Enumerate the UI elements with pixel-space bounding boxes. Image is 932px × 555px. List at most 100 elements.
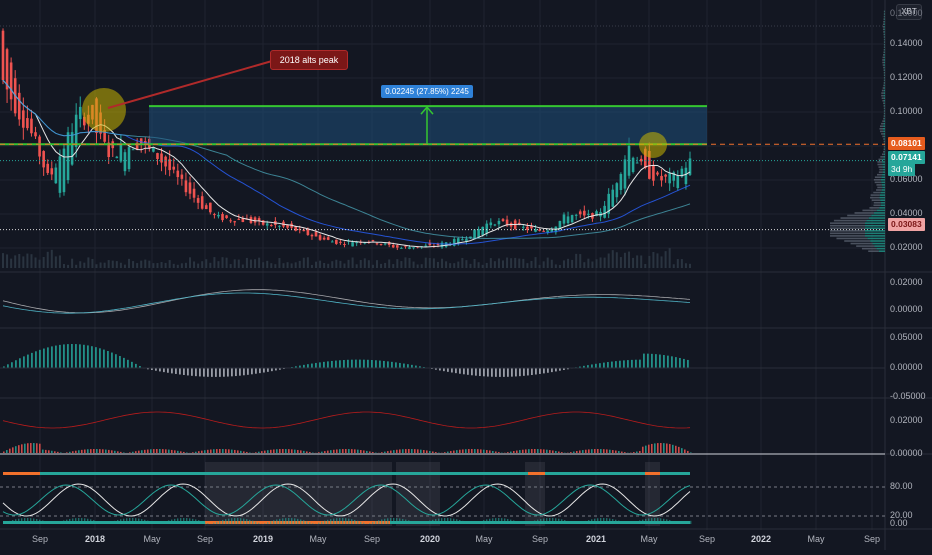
volume-bar [59, 255, 61, 268]
pane4-histogram-bar [468, 449, 470, 453]
volume-bar [506, 258, 508, 268]
pane5-histogram-bar [240, 518, 241, 524]
pane4-histogram-bar [453, 451, 455, 453]
pane3-histogram-bar [215, 368, 217, 377]
volume-bar [6, 254, 8, 268]
pane5-histogram-bar [99, 522, 100, 524]
volume-profile-bar-up [884, 100, 885, 102]
pane5-histogram-bar [402, 519, 403, 524]
volume-profile-bar-up [865, 225, 885, 227]
pane5-histogram-bar [534, 520, 535, 524]
pane5-histogram-bar [648, 518, 649, 524]
volume-bar [35, 257, 37, 268]
volume-bar [453, 263, 455, 268]
pane3-histogram-bar [207, 368, 209, 377]
price-range-measure-label[interactable]: 0.02245 (27.85%) 2245 [381, 85, 473, 98]
candle-body [270, 225, 273, 226]
volume-profile-bar [882, 59, 884, 61]
pane3-histogram-bar [651, 354, 653, 369]
pane5-histogram-bar [162, 522, 163, 524]
pane4-histogram-bar [354, 449, 356, 453]
volume-profile-bar [855, 212, 874, 214]
volume-profile-bar-up [865, 230, 885, 232]
volume-profile-bar [882, 62, 884, 64]
volume-bar [95, 264, 97, 268]
pane5-histogram-bar [570, 522, 571, 524]
volume-profile-bar [884, 44, 885, 46]
pane4-histogram-bar [444, 452, 446, 453]
pane5-histogram-bar [573, 523, 574, 524]
pane5-histogram-bar [462, 521, 463, 524]
volume-profile-bar-up [883, 166, 885, 168]
pane4-histogram-bar [471, 449, 473, 453]
volume-profile-bar [880, 128, 884, 130]
pane5-histogram-bar [171, 520, 172, 524]
candle-body [59, 156, 62, 192]
pane4-histogram-bar [546, 450, 548, 453]
volume-bar [100, 262, 102, 268]
volume-profile-bar-up [884, 97, 885, 99]
volume-bar [400, 261, 402, 268]
volume-profile-bar-up [884, 120, 885, 122]
volume-profile-bar-up [884, 26, 885, 28]
volume-bar [632, 258, 634, 268]
candle-body [563, 215, 566, 224]
pane4-histogram-bar [432, 451, 434, 453]
pane5-histogram-bar [675, 522, 676, 524]
candle-body [79, 107, 82, 119]
candle-body [502, 219, 505, 221]
volume-bar [677, 259, 679, 268]
pane3-histogram-bar [259, 368, 261, 373]
alts-peak-callout[interactable]: 2018 alts peak [270, 50, 348, 70]
pane5-histogram-bar [600, 518, 601, 524]
candle-body [339, 242, 342, 243]
candle-body [603, 206, 606, 218]
candle-body [2, 31, 5, 80]
pane4-histogram-bar [654, 443, 656, 453]
volume-profile-bar-up [874, 212, 885, 214]
candle-body [315, 232, 318, 237]
pane4-histogram-bar [612, 450, 614, 453]
pane4-histogram-bar [129, 452, 131, 453]
pane3-histogram-bar [83, 345, 85, 369]
volume-profile-bar [881, 123, 883, 125]
pane4-histogram-bar [657, 443, 659, 453]
volume-bar [433, 258, 435, 268]
pane4-histogram-bar [213, 449, 215, 453]
pane5-histogram-bar [435, 519, 436, 524]
volume-profile-bar-up [881, 182, 885, 184]
pane5-histogram-bar [552, 518, 553, 524]
volume-profile-bar [841, 217, 869, 219]
pane5-top-band-orange [528, 472, 545, 475]
pane3-histogram-bar [515, 368, 517, 376]
volume-bar [79, 261, 81, 268]
pane5-histogram-bar [84, 518, 85, 524]
pane4-histogram-bar [222, 449, 224, 453]
volume-profile-bar [877, 161, 882, 163]
volume-bar [388, 259, 390, 268]
volume-bar [392, 264, 394, 268]
pane4-histogram-bar [12, 447, 14, 453]
pane5-histogram-bar [444, 518, 445, 524]
pane5-histogram-bar [564, 520, 565, 524]
pane5-histogram-bar [150, 522, 151, 524]
pane5-histogram-bar [447, 518, 448, 524]
volume-bar [421, 264, 423, 268]
volume-bar [201, 261, 203, 268]
pane5-histogram-bar [93, 520, 94, 524]
pane4-histogram-bar [204, 450, 206, 453]
pane4-histogram-bar [642, 447, 644, 453]
candle-body [652, 166, 655, 181]
volume-profile-bar [844, 240, 870, 242]
volume-bar [55, 256, 57, 268]
volume-bar [469, 264, 471, 268]
volume-bar [490, 258, 492, 268]
candle-body [181, 175, 184, 179]
pane5-histogram-bar [81, 518, 82, 524]
pane4-histogram-bar [114, 451, 116, 453]
pane5-histogram-bar [90, 519, 91, 524]
candle-body [63, 149, 66, 193]
pane5-histogram-bar [456, 519, 457, 524]
